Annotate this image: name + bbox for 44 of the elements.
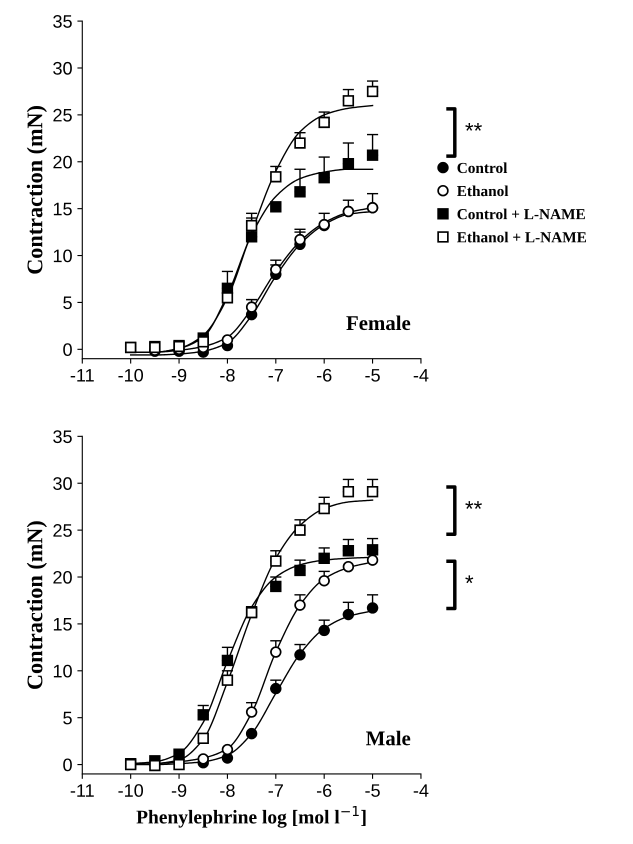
y-tick-label: 15 [54, 618, 72, 631]
x-tick-label: -5 [365, 784, 380, 797]
y-tick-label: 25 [53, 524, 72, 537]
x-tick-label: -7 [268, 784, 283, 797]
y-tick-label: 20 [53, 156, 72, 168]
legend-label: Ethanol + L-NAME [457, 232, 586, 242]
x-tick-label: -4 [414, 784, 428, 797]
x-tick-label: -6 [316, 784, 332, 797]
y-tick-label: 10 [54, 664, 72, 678]
text: ** [465, 501, 482, 509]
y-tick-label: 10 [54, 249, 72, 262]
y-axis-title: Contraction (mN) [26, 521, 47, 689]
x-axis-title: Phenylephrine log [mol l$^{−1}$] [136, 806, 366, 828]
y-tick-label: 25 [53, 108, 72, 122]
y-axis-title: Contraction (mN) [26, 106, 47, 274]
x-tick-label: -7 [268, 369, 283, 382]
y-tick-label: 35 [53, 430, 72, 444]
legend-label: Control + L-NAME [457, 208, 585, 220]
x-tick-label: -10 [118, 784, 144, 797]
annotation: Male [366, 730, 410, 746]
x-tick-label: -8 [220, 784, 235, 797]
text: * [465, 575, 474, 584]
x-tick-label: -11 [70, 369, 94, 382]
legend-label: Ethanol [457, 185, 508, 196]
y-tick-label: 30 [53, 62, 72, 75]
legend-label: Control [457, 162, 508, 174]
annotation: Female [346, 315, 410, 330]
x-tick-label: -8 [220, 368, 235, 382]
x-tick-label: -4 [414, 369, 428, 382]
text: ** [465, 122, 482, 131]
x-tick-label: -9 [172, 784, 186, 797]
x-tick-label: -9 [172, 368, 186, 382]
y-tick-label: 30 [53, 477, 72, 490]
y-tick-label: 5 [63, 296, 72, 310]
x-tick-label: -11 [70, 784, 94, 797]
x-tick-label: -10 [118, 368, 144, 382]
y-tick-label: 0 [63, 758, 72, 772]
x-tick-label: -6 [316, 368, 332, 382]
y-tick-label: 15 [54, 202, 72, 216]
y-tick-label: 20 [53, 570, 72, 584]
y-tick-label: 0 [63, 343, 72, 356]
x-tick-label: -5 [365, 369, 380, 382]
y-tick-label: 5 [63, 712, 72, 724]
y-tick-label: 35 [53, 15, 72, 28]
